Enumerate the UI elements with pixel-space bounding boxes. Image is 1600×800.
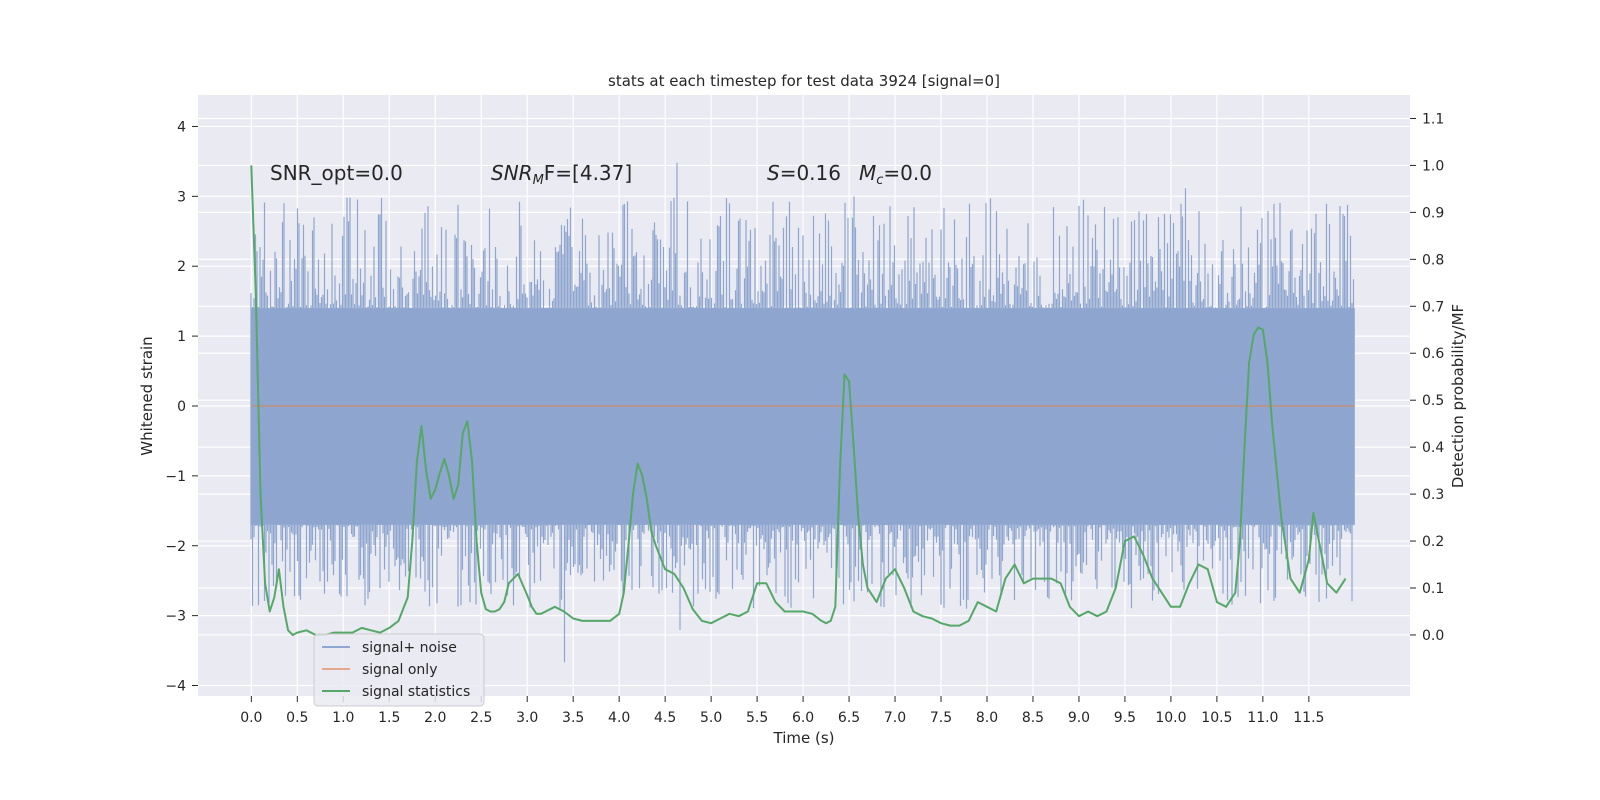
y-axis-label: Whitened strain <box>138 336 156 455</box>
annotation-s-rest: =0.16 <box>780 161 841 185</box>
x-tick-label: 4.0 <box>608 710 630 726</box>
y-tick-label: −3 <box>165 609 186 625</box>
y2-tick-label: 0.4 <box>1422 440 1444 456</box>
annotation-snr-mf-main: SNR <box>491 161 533 185</box>
x-tick-label: 9.5 <box>1114 710 1136 726</box>
legend: signal+ noise signal only signal statist… <box>313 633 485 707</box>
y2-axis-label: Detection probability/MF <box>1449 304 1467 488</box>
x-tick-label: 10.5 <box>1201 710 1232 726</box>
y2-tick-label: 1.0 <box>1422 158 1444 174</box>
y-tick-label: −4 <box>165 679 186 695</box>
y-tick-label: 0 <box>177 399 186 415</box>
annotation-mc-rest: =0.0 <box>883 161 932 185</box>
legend-label-signal: signal only <box>362 662 437 678</box>
y-tick-label: 3 <box>177 189 186 205</box>
x-tick-label: 7.0 <box>884 710 906 726</box>
annotation-mc: Mc=0.0 <box>859 161 932 188</box>
x-tick-label: 4.5 <box>654 710 676 726</box>
x-tick-label: 2.5 <box>470 710 492 726</box>
legend-label-noise: signal+ noise <box>362 640 457 656</box>
x-tick-label: 2.0 <box>424 710 446 726</box>
x-tick-label: 8.0 <box>976 710 998 726</box>
y2-tick-label: 0.0 <box>1422 628 1444 644</box>
y2-tick-label: 0.1 <box>1422 581 1444 597</box>
y2-tick-label: 0.2 <box>1422 534 1444 550</box>
legend-box <box>313 633 485 707</box>
annotations: SNR_opt=0.0 SNRMF=[4.37] S=0.16 Mc=0.0 <box>270 161 932 188</box>
annotation-snr-opt: SNR_opt=0.0 <box>270 161 403 185</box>
y2-tick-label: 0.7 <box>1422 299 1444 315</box>
signal-statistics-series <box>250 165 1347 636</box>
legend-label-stats: signal statistics <box>362 684 470 700</box>
y-tick-label: −2 <box>165 539 186 555</box>
annotation-mc-italic: M <box>859 161 876 185</box>
x-tick-label: 1.0 <box>332 710 354 726</box>
signal-statistics-line <box>250 165 1347 636</box>
x-tick-label: 0.5 <box>286 710 308 726</box>
y-tick-label: 1 <box>177 329 186 345</box>
x-tick-label: 9.0 <box>1068 710 1090 726</box>
y2-tick-label: 0.9 <box>1422 205 1444 221</box>
y2-tick-label: 0.3 <box>1422 487 1444 503</box>
y-tick-label: −1 <box>165 469 186 485</box>
annotation-snr-mf-rest: F=[4.37] <box>544 161 632 185</box>
x-tick-label: 5.0 <box>700 710 722 726</box>
x-tick-label: 3.5 <box>562 710 584 726</box>
axis-ticks: 0.0 0.5 1.0 1.5 2.0 2.5 3.0 3.5 4.0 4.5 5.0 5.5 6.0 6… <box>165 111 1444 726</box>
x-tick-label: 7.5 <box>930 710 952 726</box>
x-tick-label: 5.5 <box>746 710 768 726</box>
y-tick-label: 2 <box>177 259 186 275</box>
x-tick-label: 6.5 <box>838 710 860 726</box>
y2-tick-label: 0.8 <box>1422 252 1444 268</box>
annotation-snr-mf-sub: M <box>533 173 544 188</box>
x-tick-label: 1.5 <box>378 710 400 726</box>
x-tick-label: 10.0 <box>1155 710 1186 726</box>
y2-tick-label: 0.5 <box>1422 393 1444 409</box>
x-axis-label: Time (s) <box>773 729 835 747</box>
y2-tick-label: 1.1 <box>1422 111 1444 127</box>
annotation-s: S=0.16 <box>767 161 841 185</box>
x-tick-label: 8.5 <box>1022 710 1044 726</box>
annotation-mc-sub: c <box>876 173 883 188</box>
x-tick-label: 11.5 <box>1293 710 1324 726</box>
y-tick-label: 4 <box>177 119 186 135</box>
x-tick-label: 3.0 <box>516 710 538 726</box>
y2-tick-label: 0.6 <box>1422 346 1444 362</box>
annotation-snr-mf: SNRMF=[4.37] <box>491 161 632 188</box>
annotation-s-italic: S <box>767 161 780 185</box>
x-tick-label: 0.0 <box>240 710 262 726</box>
x-tick-label: 11.0 <box>1247 710 1278 726</box>
chart-title: stats at each timestep for test data 392… <box>608 72 1000 90</box>
x-tick-label: 6.0 <box>792 710 814 726</box>
